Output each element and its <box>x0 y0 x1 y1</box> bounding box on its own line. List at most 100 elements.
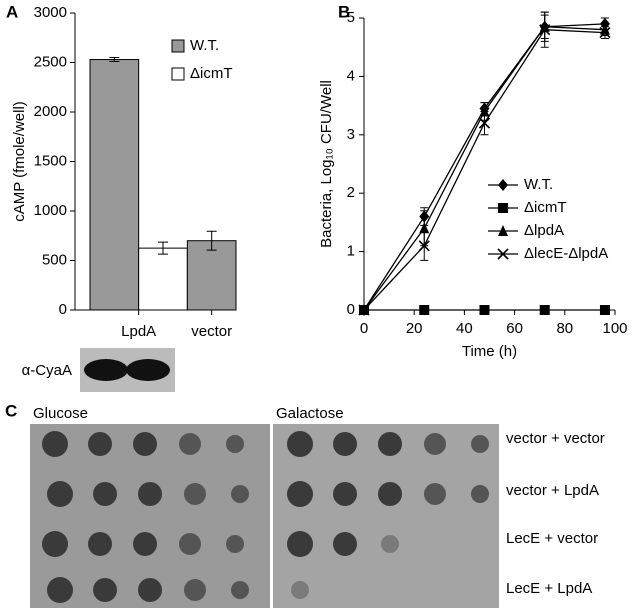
colony-spot <box>424 483 446 505</box>
marker <box>419 305 430 315</box>
y-tick-label: 3000 <box>34 4 67 21</box>
marker <box>498 179 508 191</box>
legend-label: ΔicmT <box>190 65 233 82</box>
error-bar <box>206 230 217 251</box>
colony-spot <box>133 532 157 556</box>
y-tick-label: 3 <box>347 126 355 143</box>
x-tick-label: 60 <box>506 320 523 337</box>
y-tick-label: 0 <box>347 301 355 318</box>
colony-spot <box>184 483 206 505</box>
blot-band <box>126 359 170 381</box>
y-tick-label: 2000 <box>34 103 67 120</box>
marker <box>418 240 430 252</box>
x-tick-label: 0 <box>360 320 368 337</box>
blot-band <box>84 359 128 381</box>
colony-spot <box>179 433 201 455</box>
y-tick-label: 2 <box>347 184 355 201</box>
line <box>363 26 605 311</box>
marker <box>497 248 509 260</box>
row-label: LecE + LpdA <box>506 580 592 597</box>
colony-spot <box>287 481 313 507</box>
marker <box>539 305 550 315</box>
plate-title: Glucose <box>33 405 88 422</box>
marker <box>478 117 491 129</box>
panel-label: B <box>338 2 350 21</box>
x-tick-label: vector <box>191 323 232 340</box>
marker <box>599 27 611 39</box>
colony-spot <box>226 535 244 553</box>
x-tick-label: 40 <box>456 320 473 337</box>
colony-spot <box>138 482 162 506</box>
y-tick-label: 1500 <box>34 152 67 169</box>
colony-spot <box>93 482 117 506</box>
error-bar <box>158 241 168 255</box>
y-tick-label: 1 <box>347 243 355 260</box>
x-tick-label: 100 <box>602 320 627 337</box>
line <box>363 29 605 311</box>
blot-label: α-CyaA <box>22 362 72 379</box>
colony-spot <box>42 431 68 457</box>
x-tick-label: LpdA <box>121 323 156 340</box>
colony-spot <box>42 531 68 557</box>
colony-spot <box>184 579 206 601</box>
colony-spot <box>231 485 249 503</box>
legend-swatch <box>171 39 185 53</box>
row-label: LecE + vector <box>506 530 598 547</box>
colony-spot <box>381 535 399 553</box>
colony-spot <box>471 485 489 503</box>
bar <box>138 247 188 311</box>
y-tick-label: 2500 <box>34 53 67 70</box>
y-tick-label: 1000 <box>34 202 67 219</box>
error-bar <box>109 57 120 63</box>
colony-spot <box>88 532 112 556</box>
marker <box>498 203 508 213</box>
colony-spot <box>179 533 201 555</box>
bar <box>89 59 140 311</box>
legend-label: ΔicmT <box>524 199 567 216</box>
colony-spot <box>378 432 402 456</box>
marker <box>539 24 551 36</box>
row-label: vector + vector <box>506 430 605 447</box>
colony-spot <box>133 432 157 456</box>
y-tick-label: 4 <box>347 67 355 84</box>
plate-title: Galactose <box>276 405 344 422</box>
y-tick-label: 5 <box>347 9 355 26</box>
y-tick-label: 0 <box>59 301 67 318</box>
colony-spot <box>333 482 357 506</box>
colony-spot <box>333 532 357 556</box>
legend-label: ΔlecE-ΔlpdA <box>524 245 608 262</box>
x-tick-label: 80 <box>556 320 573 337</box>
panel-label: C <box>5 401 17 420</box>
colony-spot <box>88 432 112 456</box>
marker <box>479 305 490 315</box>
x-axis-label: Time (h) <box>462 343 517 360</box>
marker <box>419 222 430 234</box>
legend-label: W.T. <box>190 37 219 54</box>
colony-spot <box>333 432 357 456</box>
colony-spot <box>93 578 117 602</box>
bar <box>186 240 237 311</box>
colony-spot <box>47 577 73 603</box>
colony-spot <box>378 482 402 506</box>
x-tick-label: 20 <box>406 320 423 337</box>
marker <box>498 225 508 236</box>
marker <box>358 304 370 316</box>
colony-spot <box>424 433 446 455</box>
colony-spot <box>138 578 162 602</box>
legend-label: ΔlpdA <box>524 222 564 239</box>
colony-spot <box>471 435 489 453</box>
panel-label: A <box>6 2 18 21</box>
y-axis-label: cAMP (fmole/well) <box>11 101 28 222</box>
colony-spot <box>231 581 249 599</box>
colony-spot <box>47 481 73 507</box>
colony-spot <box>287 531 313 557</box>
y-tick-label: 500 <box>42 251 67 268</box>
legend-swatch <box>171 67 185 81</box>
line <box>363 23 605 311</box>
marker <box>599 305 610 315</box>
colony-spot <box>226 435 244 453</box>
colony-spot <box>291 581 309 599</box>
legend-label: W.T. <box>524 176 553 193</box>
row-label: vector + LpdA <box>506 482 599 499</box>
